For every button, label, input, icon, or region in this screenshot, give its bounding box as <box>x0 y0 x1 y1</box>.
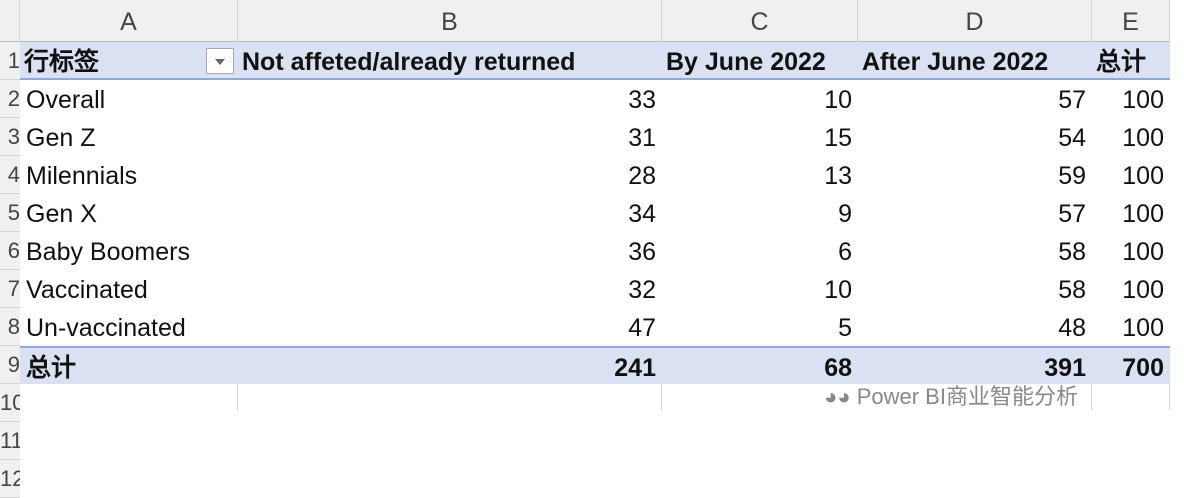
total-cell[interactable]: 68 <box>824 354 852 382</box>
value-cell[interactable]: 13 <box>824 162 852 190</box>
table-row: Gen X 34 9 57 100 <box>20 194 1170 232</box>
row-header[interactable]: 8 <box>0 308 20 346</box>
row-header[interactable]: 7 <box>0 270 20 308</box>
row-header[interactable]: 3 <box>0 118 20 156</box>
value-cell[interactable]: 36 <box>628 238 656 266</box>
table-row: Baby Boomers 36 6 58 100 <box>20 232 1170 270</box>
pivot-header-row: 行标签 Not affeted/already returned By June 2… <box>20 42 1170 80</box>
grand-total-row: 总计 241 68 391 700 <box>20 346 1170 384</box>
value-cell[interactable]: 6 <box>838 238 852 266</box>
row-label[interactable]: Milennials <box>26 162 138 190</box>
column-header-e[interactable]: E <box>1092 0 1170 42</box>
value-cell[interactable]: 31 <box>628 124 656 152</box>
table-row: Gen Z 31 15 54 100 <box>20 118 1170 156</box>
row-label[interactable]: 行标签 <box>24 48 100 76</box>
table-row: Milennials 28 13 59 100 <box>20 156 1170 194</box>
row-header[interactable]: 2 <box>0 80 20 118</box>
value-cell[interactable]: 58 <box>1058 276 1086 304</box>
column-label[interactable]: Not affeted/already returned <box>242 48 576 76</box>
row-label[interactable]: Vaccinated <box>26 276 148 304</box>
total-cell[interactable]: 241 <box>614 354 656 382</box>
column-header-d[interactable]: D <box>858 0 1092 42</box>
value-cell[interactable]: 100 <box>1122 124 1164 152</box>
column-header-a[interactable]: A <box>20 0 238 42</box>
row-header[interactable]: 12 <box>0 460 20 498</box>
value-cell[interactable]: 100 <box>1122 86 1164 114</box>
value-cell[interactable]: 58 <box>1058 238 1086 266</box>
row-header[interactable]: 5 <box>0 194 20 232</box>
value-cell[interactable]: 34 <box>628 200 656 228</box>
value-cell[interactable]: 100 <box>1122 238 1164 266</box>
column-label[interactable]: 总计 <box>1096 48 1147 76</box>
value-cell[interactable]: 59 <box>1058 162 1086 190</box>
row-header[interactable]: 4 <box>0 156 20 194</box>
total-cell[interactable]: 700 <box>1122 354 1164 382</box>
row-label[interactable]: Baby Boomers <box>26 238 190 266</box>
value-cell[interactable]: 100 <box>1122 200 1164 228</box>
column-label[interactable]: After June 2022 <box>862 48 1049 76</box>
value-cell[interactable]: 28 <box>628 162 656 190</box>
value-cell[interactable]: 100 <box>1122 162 1164 190</box>
row-header[interactable]: 10 <box>0 384 20 422</box>
row-header[interactable]: 11 <box>0 422 20 460</box>
column-label[interactable]: By June 2022 <box>666 48 826 76</box>
row-label[interactable]: Gen Z <box>26 124 96 152</box>
table-row: Overall 33 10 57 100 <box>20 80 1170 118</box>
value-cell[interactable]: 15 <box>824 124 852 152</box>
column-header-c[interactable]: C <box>662 0 858 42</box>
row-header[interactable]: 1 <box>0 42 20 80</box>
select-all-corner[interactable] <box>0 0 20 42</box>
value-cell[interactable]: 100 <box>1122 276 1164 304</box>
value-cell[interactable]: 54 <box>1058 124 1086 152</box>
row-label[interactable]: Overall <box>26 86 106 114</box>
row-label[interactable]: Un-vaccinated <box>26 314 186 342</box>
value-cell[interactable]: 10 <box>824 276 852 304</box>
value-cell[interactable]: 47 <box>628 314 656 342</box>
value-cell[interactable]: 10 <box>824 86 852 114</box>
value-cell[interactable]: 57 <box>1058 200 1086 228</box>
column-header-b[interactable]: B <box>238 0 662 42</box>
value-cell[interactable]: 33 <box>628 86 656 114</box>
value-cell[interactable]: 32 <box>628 276 656 304</box>
value-cell[interactable]: 100 <box>1122 314 1164 342</box>
gridline <box>237 384 238 410</box>
value-cell[interactable]: 5 <box>838 314 852 342</box>
watermark: ◕◕ Power BI商业智能分析 <box>820 384 1082 410</box>
gridline <box>661 384 662 410</box>
value-cell[interactable]: 48 <box>1058 314 1086 342</box>
row-label[interactable]: 总计 <box>26 354 77 382</box>
row-header[interactable]: 9 <box>0 346 20 384</box>
value-cell[interactable]: 57 <box>1058 86 1086 114</box>
filter-dropdown-button[interactable] <box>206 48 234 74</box>
total-cell[interactable]: 391 <box>1044 354 1086 382</box>
gridline <box>1091 384 1092 410</box>
value-cell[interactable]: 9 <box>838 200 852 228</box>
table-row: Un-vaccinated 47 5 48 100 <box>20 308 1170 346</box>
table-row: Vaccinated 32 10 58 100 <box>20 270 1170 308</box>
gridline <box>1169 384 1170 410</box>
row-header[interactable]: 6 <box>0 232 20 270</box>
row-label[interactable]: Gen X <box>26 200 97 228</box>
